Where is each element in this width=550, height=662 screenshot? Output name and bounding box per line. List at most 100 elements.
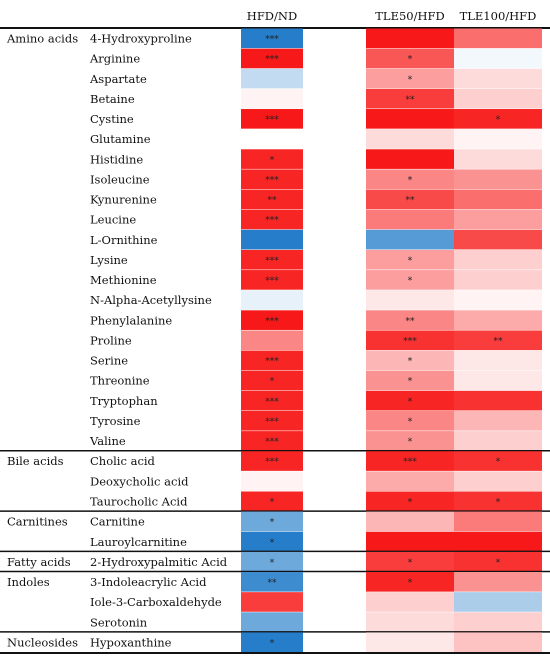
significance-marker: * [408, 256, 413, 266]
heatmap-cell [366, 491, 454, 512]
significance-marker: * [408, 438, 413, 448]
heatmap-cell [241, 68, 303, 89]
heatmap-cell [241, 390, 303, 411]
heatmap-cell [454, 531, 542, 552]
metabolite-label: Histidine [90, 152, 143, 166]
heatmap-cell [454, 350, 542, 371]
heatmap-cell [241, 129, 303, 149]
metabolite-label: L-Ornithine [90, 233, 158, 247]
metabolite-label: Lauroylcarnitine [90, 535, 187, 549]
significance-marker: * [408, 176, 413, 186]
heatmap-cell [241, 612, 303, 632]
significance-marker: ** [494, 337, 504, 347]
significance-marker: *** [265, 357, 279, 367]
heatmap-cell [366, 551, 454, 572]
metabolite-label: 3-Indoleacrylic Acid [90, 575, 207, 589]
significance-marker: ** [406, 317, 416, 327]
significance-marker: * [270, 639, 275, 649]
heatmap-cell [454, 270, 542, 290]
heatmap-cell [454, 109, 542, 129]
heatmap-cell [241, 632, 303, 653]
heatmap-cell [241, 370, 303, 391]
heatmap-cell [366, 229, 454, 250]
significance-marker: * [496, 498, 501, 508]
group-label: Carnitines [7, 515, 68, 529]
heatmap-cell [241, 28, 303, 49]
heatmap-cell [366, 572, 454, 592]
heatmap-cell [366, 451, 454, 471]
heatmap-cell [241, 451, 303, 471]
metabolite-label: Phenylalanine [90, 313, 172, 327]
heatmap-cell [241, 209, 303, 230]
heatmap-cell [366, 88, 454, 109]
heatmap-cell [366, 68, 454, 89]
heatmap-cell [241, 431, 303, 451]
heatmap-cell [241, 189, 303, 210]
significance-marker: *** [265, 277, 279, 287]
heatmap-cell [241, 109, 303, 129]
heatmap-cell [454, 390, 542, 411]
significance-marker: ** [268, 196, 278, 206]
metabolite-label: Betaine [90, 92, 135, 106]
metabolite-label: Serine [90, 354, 128, 368]
heatmap-cell [454, 572, 542, 592]
group-label: Nucleosides [7, 635, 78, 649]
heatmap-cell [366, 431, 454, 451]
heatmap-cell [454, 88, 542, 109]
metabolite-label: Tryptophan [90, 394, 158, 408]
heatmap-cell [454, 431, 542, 451]
heatmap-cell [454, 511, 542, 532]
significance-marker: *** [265, 458, 279, 468]
heatmap-cell [454, 551, 542, 572]
heatmap-cell [241, 88, 303, 109]
heatmap-cell [454, 370, 542, 391]
heatmap-cell [454, 592, 542, 612]
heatmap-cell [454, 48, 542, 69]
significance-marker: * [408, 377, 413, 387]
heatmap-cell [454, 612, 542, 632]
heatmap-cell [454, 129, 542, 149]
heatmap-cell [241, 491, 303, 512]
significance-marker: * [408, 357, 413, 367]
heatmap-cell [366, 209, 454, 230]
significance-marker: * [408, 277, 413, 287]
heatmap-cell [241, 249, 303, 270]
significance-marker: *** [265, 176, 279, 186]
significance-marker: *** [265, 116, 279, 126]
heatmap-cell [454, 229, 542, 250]
metabolite-label: Tyrosine [90, 414, 141, 428]
heatmap-cell [454, 189, 542, 210]
heatmap-cell [366, 410, 454, 431]
significance-marker: * [270, 156, 275, 166]
heatmap-cell [454, 410, 542, 431]
heatmap-cell [241, 531, 303, 552]
metabolite-label: 4-Hydroxyproline [90, 32, 192, 46]
heatmap-cell [454, 632, 542, 653]
metabolite-label: Serotonin [90, 615, 148, 629]
heatmap-cell [366, 48, 454, 69]
heatmap-cell [366, 149, 454, 169]
significance-marker: * [270, 538, 275, 548]
significance-marker: * [408, 558, 413, 568]
metabolite-label: Leucine [90, 213, 136, 227]
heatmap-cell [241, 410, 303, 431]
heatmap-cell [366, 592, 454, 612]
significance-marker: *** [265, 417, 279, 427]
heatmap-cell [366, 632, 454, 653]
metabolite-label: Hypoxanthine [90, 635, 172, 649]
heatmap-cell [241, 310, 303, 330]
column-header: TLE50/HFD [375, 9, 444, 23]
heatmap-cell [454, 28, 542, 49]
heatmap-cell [241, 551, 303, 572]
heatmap-cell [366, 310, 454, 330]
heatmap-cell [241, 330, 303, 351]
heatmap-cell [366, 169, 454, 190]
significance-marker: ** [268, 579, 278, 589]
heatmap-cell [366, 28, 454, 49]
column-header: HFD/ND [247, 9, 297, 23]
group-label: Bile acids [7, 454, 64, 468]
significance-marker: ** [406, 196, 416, 206]
heatmap-cell [454, 451, 542, 471]
